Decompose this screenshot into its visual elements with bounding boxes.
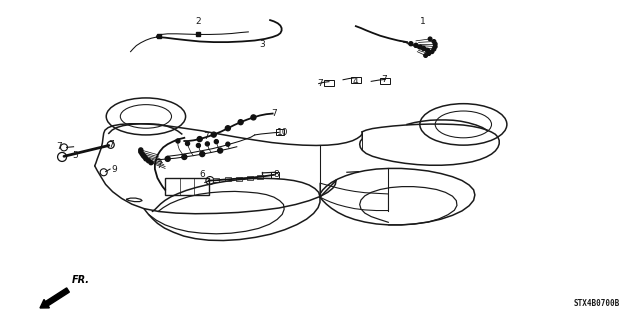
Text: 10: 10 [277,128,289,137]
Circle shape [186,142,189,145]
Text: 7: 7 [204,132,209,141]
Bar [271,172,279,178]
Circle shape [141,154,145,158]
Text: 7: 7 [109,140,114,149]
Circle shape [433,45,437,48]
Circle shape [144,157,148,161]
Circle shape [196,144,200,147]
Text: 9: 9 [111,165,116,174]
Bar [213,178,220,182]
Circle shape [428,37,432,41]
Circle shape [422,47,426,50]
Text: 5: 5 [73,151,78,160]
Bar [246,176,253,180]
Circle shape [149,161,153,165]
Text: 6: 6 [200,170,205,179]
Circle shape [139,150,143,154]
Bar [276,130,284,135]
Circle shape [433,42,437,46]
Text: 3: 3 [260,40,265,49]
Bar [165,178,209,195]
Circle shape [147,159,150,163]
Circle shape [432,47,436,51]
Text: 4: 4 [353,77,358,86]
Bar [351,77,361,83]
Circle shape [225,126,230,131]
Text: 2: 2 [196,17,201,26]
Circle shape [226,142,230,146]
Circle shape [143,155,147,159]
Circle shape [197,137,202,142]
Circle shape [414,43,418,47]
Circle shape [176,139,180,143]
Text: 7: 7 [317,79,323,88]
FancyArrow shape [40,288,69,308]
Circle shape [218,148,223,153]
Text: FR.: FR. [72,275,90,285]
Circle shape [418,45,422,49]
Circle shape [139,148,143,152]
Circle shape [165,156,170,161]
Circle shape [182,154,187,160]
Circle shape [214,140,218,144]
Circle shape [205,142,209,146]
Text: 7: 7 [271,109,276,118]
Circle shape [200,152,205,157]
Bar [380,78,390,84]
Bar [324,80,334,86]
Circle shape [251,115,256,120]
Circle shape [211,132,216,137]
Circle shape [427,52,431,56]
Text: 7: 7 [56,142,61,151]
Text: 8: 8 [274,170,279,179]
Circle shape [238,120,243,125]
Bar [225,177,231,181]
Circle shape [409,42,413,46]
Circle shape [430,50,434,54]
Text: 1: 1 [420,17,425,26]
Bar [236,177,243,181]
Circle shape [432,40,436,43]
Text: 7: 7 [381,75,387,84]
Circle shape [424,54,428,57]
Bar [257,175,263,179]
Circle shape [140,152,144,156]
Circle shape [426,48,429,52]
Text: 7: 7 [156,161,161,170]
Text: STX4B0700B: STX4B0700B [573,299,620,308]
